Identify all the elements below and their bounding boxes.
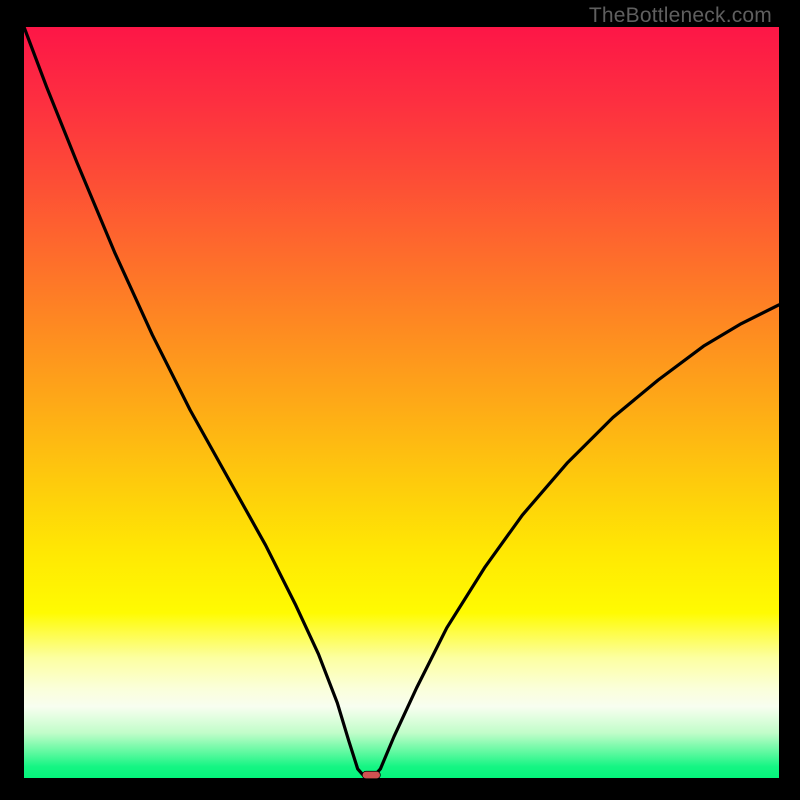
- watermark-text: TheBottleneck.com: [589, 4, 772, 28]
- plot-background: [24, 27, 779, 778]
- optimal-marker: [362, 771, 380, 779]
- chart-container: TheBottleneck.com: [0, 0, 800, 800]
- bottleneck-chart-svg: [0, 0, 800, 800]
